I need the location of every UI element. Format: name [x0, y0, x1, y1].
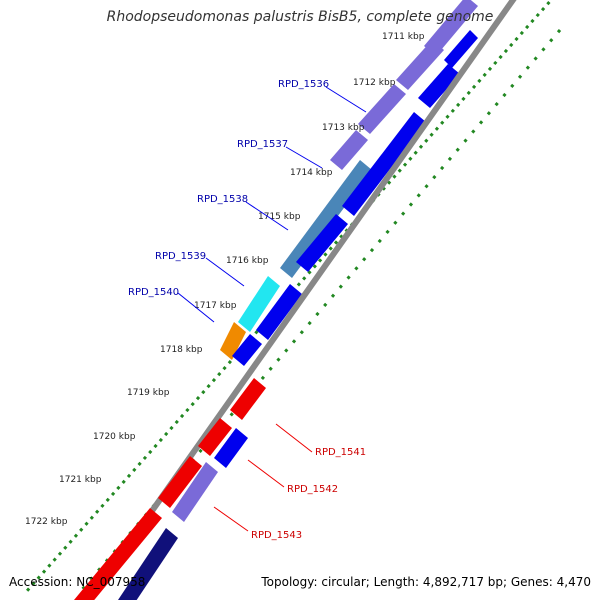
gene-label-rpd-1536[interactable]: RPD_1536: [278, 79, 329, 90]
tick-label: 1716 kbp: [226, 256, 269, 266]
tick-labels: 1711 kbp 1712 kbp 1713 kbp 1714 kbp 1715…: [25, 32, 425, 527]
orf-feature[interactable]: [330, 130, 368, 170]
gene-label-rpd-1542[interactable]: RPD_1542: [287, 484, 338, 495]
tick-label: 1715 kbp: [258, 212, 301, 222]
reverse-strand-feature[interactable]: [118, 528, 178, 605]
label-leader: [275, 423, 313, 453]
gene-label-rpd-1543[interactable]: RPD_1543: [251, 530, 302, 541]
reverse-gene-arrow[interactable]: [74, 508, 162, 605]
label-leader: [325, 86, 367, 113]
orf-feature[interactable]: [396, 40, 444, 90]
reverse-strand-feature[interactable]: [214, 428, 248, 468]
label-leader: [213, 506, 249, 532]
orf-feature-cyan[interactable]: [238, 276, 280, 332]
forward-gene-arrow[interactable]: [232, 334, 262, 366]
gene-label-rpd-1539[interactable]: RPD_1539: [155, 251, 206, 262]
tick-label: 1713 kbp: [322, 123, 365, 133]
gene-label-rpd-1540[interactable]: RPD_1540: [128, 287, 179, 298]
reverse-gene-arrow[interactable]: [230, 378, 266, 420]
orf-feature[interactable]: [424, 0, 478, 56]
tick-label: 1720 kbp: [93, 432, 136, 442]
reverse-gene-labels: RPD_1541 RPD_1542 RPD_1543: [213, 423, 366, 541]
reverse-gene-arrow[interactable]: [158, 456, 202, 508]
forward-gene-arrow[interactable]: [296, 214, 348, 272]
map-title: Rhodopseudomonas palustris BisB5, comple…: [106, 9, 494, 25]
label-leader: [285, 146, 323, 169]
label-leader: [177, 292, 215, 323]
forward-gene-arrow[interactable]: [342, 112, 426, 216]
genome-summary-text: Topology: circular; Length: 4,892,717 bp…: [261, 575, 591, 589]
genome-backbone: [81, 0, 517, 605]
tick-label: 1714 kbp: [290, 168, 333, 178]
tick-label: 1712 kbp: [353, 78, 396, 88]
tick-label: 1719 kbp: [127, 388, 170, 398]
forward-gene-arrow[interactable]: [256, 284, 302, 340]
forward-gene-labels: RPD_1536 RPD_1537 RPD_1538 RPD_1539 RPD_…: [128, 79, 367, 323]
orf-feature-orange[interactable]: [220, 322, 246, 360]
gene-label-rpd-1537[interactable]: RPD_1537: [237, 139, 288, 150]
tick-label: 1711 kbp: [382, 32, 425, 42]
reverse-gene-arrow[interactable]: [198, 418, 232, 456]
orf-feature[interactable]: [280, 160, 372, 278]
forward-gene-arrow[interactable]: [444, 30, 478, 68]
gene-label-rpd-1541[interactable]: RPD_1541: [315, 447, 366, 458]
orf-feature[interactable]: [358, 84, 406, 134]
label-leader: [245, 201, 289, 231]
tick-label: 1717 kbp: [194, 301, 237, 311]
label-leader: [205, 257, 245, 287]
tick-label: 1718 kbp: [160, 345, 203, 355]
tick-label: 1722 kbp: [25, 517, 68, 527]
accession-text: Accession: NC_007958: [9, 575, 146, 589]
forward-gene-arrow[interactable]: [418, 64, 460, 108]
reverse-strand-feature[interactable]: [172, 462, 218, 522]
label-leader: [247, 459, 285, 488]
tick-label: 1721 kbp: [59, 475, 102, 485]
gene-label-rpd-1538[interactable]: RPD_1538: [197, 194, 248, 205]
